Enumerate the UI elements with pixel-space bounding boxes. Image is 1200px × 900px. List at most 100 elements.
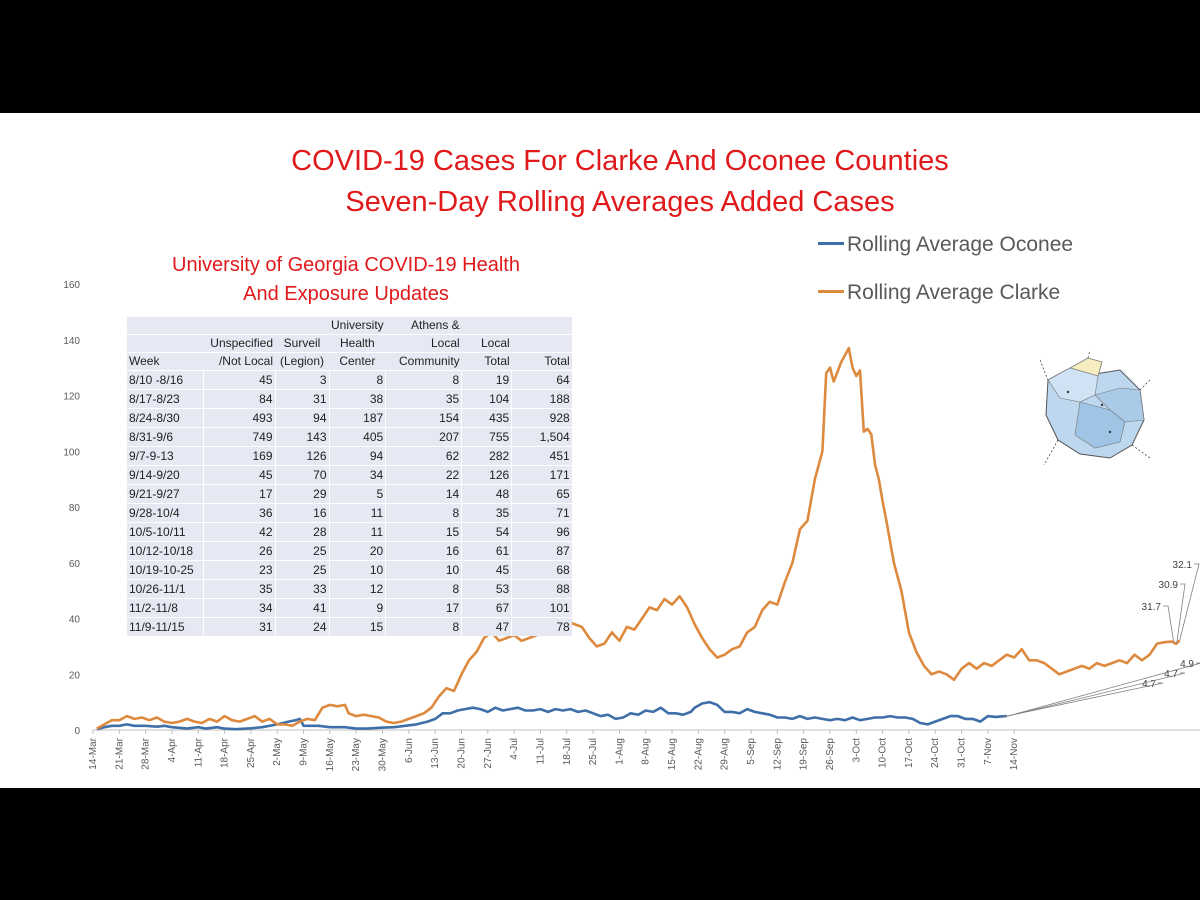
table-row: 9/21-9/27 17 29 5 14 48 65 (127, 484, 572, 504)
x-tick-label: 22-Aug (693, 738, 704, 770)
x-tick-label: 4-Jul (509, 738, 520, 760)
table-cell: 65 (511, 484, 572, 504)
table-cell: 64 (511, 370, 572, 390)
table-cell: 188 (511, 389, 572, 409)
table-cell: 104 (461, 389, 512, 409)
legend-item-clarke: Rolling Average Clarke (818, 281, 1060, 305)
x-tick-label: 30-May (378, 738, 389, 771)
series-line-clarke (96, 346, 1181, 730)
table-cell: 34 (202, 598, 275, 618)
table-cell: 282 (461, 446, 512, 466)
x-tick-label: 9-May (299, 738, 310, 766)
table-cell: 10/19-10-25 (127, 560, 203, 580)
table-cell: 10 (328, 560, 386, 580)
table-cell: 17 (385, 598, 462, 618)
table-row: 8/31-9/6 749 143 405 207 755 1,504 (127, 427, 572, 447)
series-line-oconee (96, 700, 1007, 731)
table-cell: 45 (461, 560, 512, 580)
x-tick-label: 2-May (272, 738, 283, 766)
x-tick-label: 28-Mar (141, 737, 152, 769)
table-row: 8/24-8/30 493 94 187 154 435 928 (127, 408, 572, 428)
data-label-leader (1176, 583, 1186, 644)
table-cell: 94 (274, 408, 329, 428)
table-cell: 451 (511, 446, 572, 466)
x-tick-label: 26-Sep (825, 738, 836, 771)
table-cell: 48 (461, 484, 512, 504)
table-cell: 54 (461, 522, 512, 542)
table-cell: 11 (328, 522, 386, 542)
x-tick-label: 27-Jun (483, 738, 494, 769)
table-cell: 25 (274, 541, 329, 561)
x-tick-label: 15-Aug (667, 738, 678, 770)
table-cell: 84 (202, 389, 275, 409)
x-tick-label: 25-Jul (588, 738, 599, 765)
table-cell: 9/7-9-13 (127, 446, 203, 466)
data-label: 31.7 (1142, 602, 1162, 613)
table-cell: 17 (202, 484, 275, 504)
table-cell: 31 (274, 389, 329, 409)
x-tick-label: 18-Jul (562, 738, 573, 765)
uga-table-title: University of Georgia COVID-19 Health An… (136, 251, 556, 309)
table-cell: 9/21-9/27 (127, 484, 203, 504)
chart-canvas: 0 20 40 60 80 100 120 140 160 14-Mar 21-Mar 28-Mar 4… (63, 280, 1200, 771)
table-header-cell: Unspecified (203, 334, 275, 353)
uga-weekly-table: University Athens & Unspecified Surveil Heal… (127, 317, 572, 636)
table-cell: 19 (461, 370, 512, 390)
table-header-cell: Total (511, 352, 572, 371)
table-cell: 88 (511, 579, 572, 599)
table-cell: 38 (328, 389, 386, 409)
table-cell: 35 (461, 503, 512, 523)
table-cell: 28 (274, 522, 329, 542)
table-cell: 755 (461, 427, 512, 447)
table-cell: 16 (274, 503, 329, 523)
table-row: 10/19-10-25 23 25 10 10 45 68 (127, 560, 572, 580)
x-tick-label: 5-Sep (746, 738, 757, 765)
table-cell: 169 (202, 446, 275, 466)
table-cell: 8 (385, 503, 462, 523)
table-cell: 8/10 -8/16 (127, 370, 203, 390)
table-cell: 154 (385, 408, 462, 428)
y-tick-label: 120 (63, 392, 80, 403)
legend-label-clarke: Rolling Average Clarke (847, 281, 1061, 304)
x-tick-label: 18-Apr (220, 737, 231, 768)
table-header-cell: Week (127, 352, 203, 371)
table-row: 10/5-10/11 42 28 11 15 54 96 (127, 522, 572, 542)
data-label: 30.9 (1159, 580, 1179, 591)
x-tick-label: 8-Aug (641, 738, 652, 765)
table-cell: 36 (202, 503, 275, 523)
table-cell: 5 (328, 484, 386, 504)
table-cell: 8 (385, 579, 462, 599)
table-cell: 435 (461, 408, 512, 428)
x-tick-label: 11-Apr (193, 737, 204, 767)
table-row: 9/14-9/20 45 70 34 22 126 171 (127, 465, 572, 485)
table-cell: 207 (385, 427, 462, 447)
y-tick-label: 0 (74, 726, 80, 737)
table-cell: 11 (328, 503, 386, 523)
table-header-cell (203, 317, 275, 335)
table-cell: 42 (202, 522, 275, 542)
x-tick-label: 1-Aug (614, 738, 625, 765)
x-tick-label: 17-Oct (904, 738, 915, 768)
table-cell: 45 (202, 465, 275, 485)
table-cell: 68 (511, 560, 572, 580)
data-label: 4.7 (1164, 669, 1178, 680)
table-cell: 62 (385, 446, 462, 466)
table-header-cell: Health (329, 334, 386, 353)
y-tick-label: 160 (63, 280, 80, 291)
uga-title-line-2: And Exposure Updates (243, 283, 449, 305)
table-cell: 29 (274, 484, 329, 504)
table-header-cell: /Not Local (203, 352, 275, 371)
data-label: 32.1 (1173, 560, 1193, 571)
table-cell: 8 (385, 617, 462, 636)
table-header-cell (461, 317, 512, 335)
table-header-cell: Community (385, 352, 462, 371)
table-cell: 96 (511, 522, 572, 542)
table-cell: 1,504 (511, 427, 572, 447)
x-tick-label: 16-May (325, 738, 336, 771)
table-cell: 10 (385, 560, 462, 580)
table-cell: 11/2-11/8 (127, 598, 203, 618)
x-tick-label: 25-Apr (246, 737, 257, 768)
x-tick-label: 24-Oct (930, 738, 941, 768)
x-tick-label: 11-Jul (535, 738, 546, 765)
table-cell: 25 (274, 560, 329, 580)
